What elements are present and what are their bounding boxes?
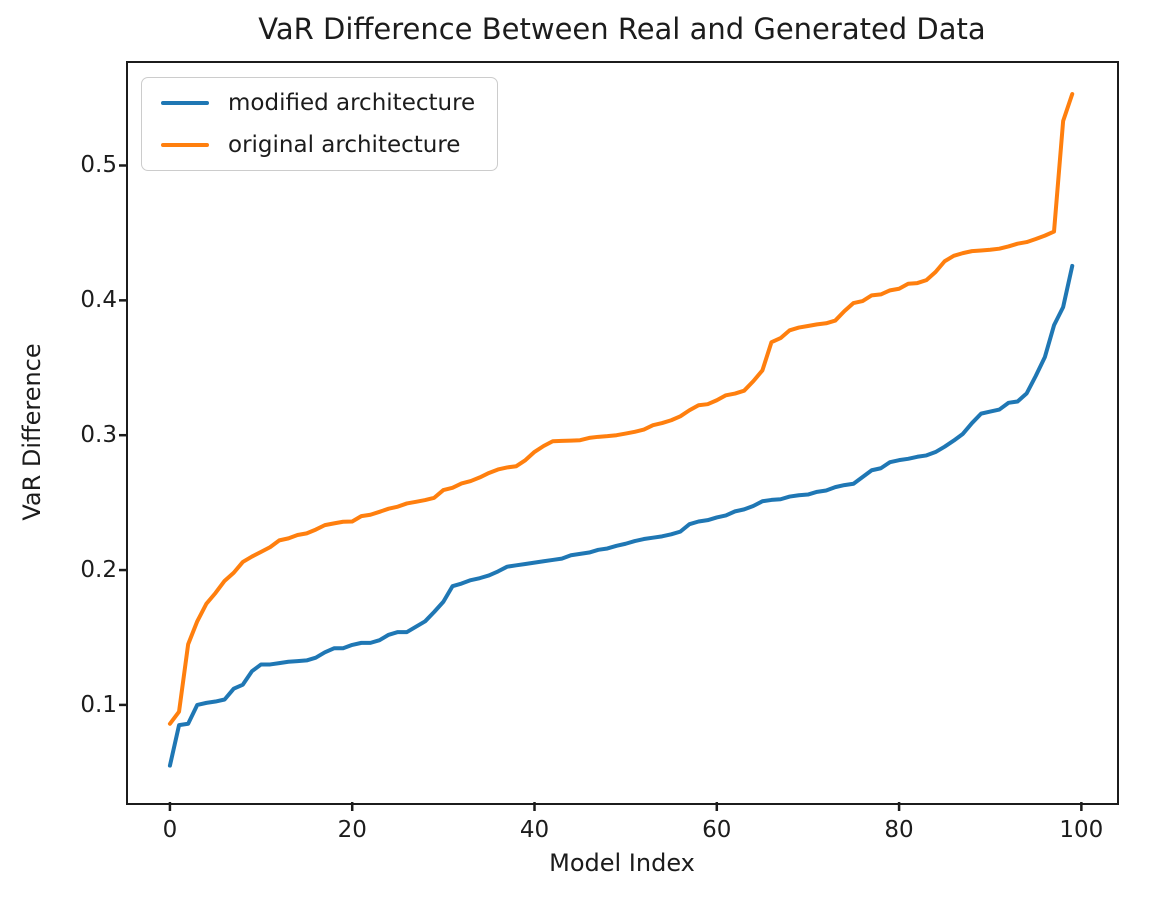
x-tick-label-0: 0: [162, 817, 178, 843]
y-tick-label-0.2: 0.2: [80, 557, 117, 584]
y-tick-label-0.4: 0.4: [80, 287, 117, 314]
legend-label-original-architecture: original architecture: [228, 132, 461, 158]
chart-title: VaR Difference Between Real and Generate…: [258, 12, 986, 46]
plot-area: [118, 60, 1119, 811]
x-tick-label-20: 20: [337, 817, 367, 843]
legend: modified architecture original architect…: [141, 77, 499, 171]
y-tick-label-0.1: 0.1: [80, 691, 117, 718]
x-tick-label-80: 80: [884, 817, 914, 843]
legend-label-modified-architecture: modified architecture: [228, 90, 476, 116]
y-tick-label-0.5: 0.5: [80, 152, 117, 179]
legend-line-swatch-blue: [161, 100, 209, 106]
series-line-original-architecture: [167, 91, 1074, 726]
series-line-modified-architecture: [167, 263, 1074, 768]
legend-entry-modified-architecture: modified architecture: [161, 84, 475, 122]
line-chart-svg: [118, 91, 1083, 811]
legend-line-swatch-orange: [161, 142, 209, 148]
x-axis-label: Model Index: [549, 849, 695, 877]
x-tick-label-60: 60: [702, 817, 732, 843]
x-tick-label-100: 100: [1059, 817, 1104, 843]
x-tick-label-40: 40: [519, 817, 550, 843]
legend-entry-original-architecture: original architecture: [161, 126, 475, 164]
y-tick-label-0.3: 0.3: [80, 422, 117, 449]
